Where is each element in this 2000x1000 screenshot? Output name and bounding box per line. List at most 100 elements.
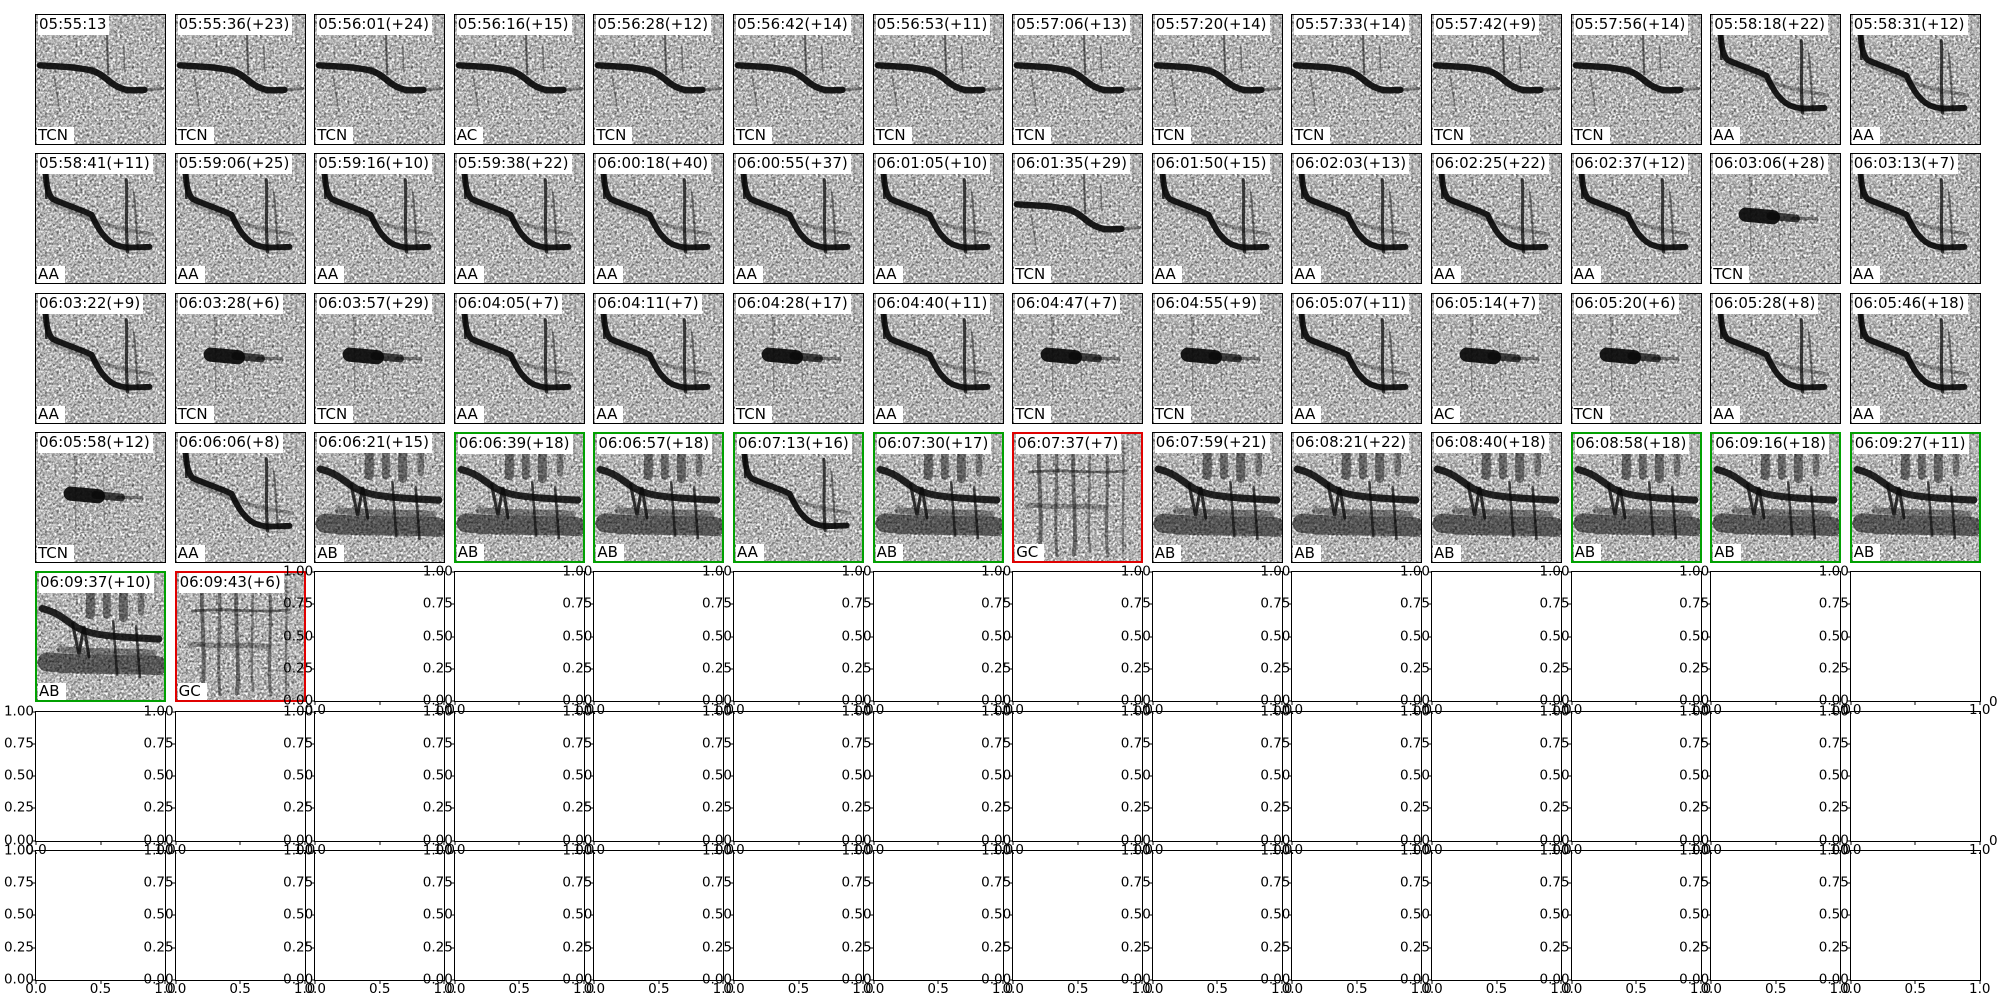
y-tick-mark xyxy=(1009,979,1014,981)
call-type-label: AA xyxy=(37,405,65,423)
x-tick-mark xyxy=(1002,701,1004,706)
x-tick-mark xyxy=(722,701,724,706)
y-tick-label: 0.50 xyxy=(143,767,174,784)
y-tick-label: 0.00 xyxy=(3,831,34,848)
x-tick-mark xyxy=(733,979,735,984)
spectrogram-cell: 05:59:06(+25) AA xyxy=(174,153,306,285)
x-tick-label: 0.5 xyxy=(1764,980,1787,997)
x-tick-label: 0.0 xyxy=(304,980,326,997)
spectrogram-cell: 06:04:40(+11) AA xyxy=(872,292,1004,424)
x-tick-label: 0.0 xyxy=(1142,841,1164,858)
y-tick-mark xyxy=(32,840,36,841)
cell-timestamp-title: 05:55:13 xyxy=(38,15,110,35)
spectrogram-image xyxy=(1432,293,1561,423)
x-tick-mark xyxy=(1850,979,1852,984)
clipped-tick-label: 0 xyxy=(1989,693,1998,710)
y-tick-label: 0.50 xyxy=(1679,767,1710,784)
call-type-label: AB xyxy=(316,544,344,562)
y-tick-mark xyxy=(311,711,316,712)
y-tick-mark xyxy=(869,668,874,670)
cell-timestamp-title: 05:56:16(+15) xyxy=(456,15,572,35)
y-tick-label: 1.00 xyxy=(1539,702,1570,719)
y-tick-label: 0.75 xyxy=(841,735,872,751)
y-tick-mark xyxy=(1428,947,1432,949)
spectrogram-image xyxy=(1850,15,1980,144)
cell-timestamp-title: 06:05:46(+18) xyxy=(1852,293,1968,314)
x-tick-mark xyxy=(1141,840,1143,845)
call-type-label: GC xyxy=(177,683,207,701)
y-tick-mark xyxy=(1288,807,1293,809)
spectrogram-cell: 06:09:37(+10) AB xyxy=(35,571,166,703)
call-type-label: AA xyxy=(1153,266,1182,284)
y-tick-mark xyxy=(450,840,455,841)
y-tick-label: 0.00 xyxy=(1818,831,1849,848)
y-tick-mark xyxy=(590,807,595,809)
y-tick-label: 0.25 xyxy=(1818,660,1849,677)
x-tick-mark xyxy=(314,701,316,706)
x-tick-label: 1.0 xyxy=(293,841,316,858)
y-tick-label: 0.75 xyxy=(981,595,1012,612)
x-tick-label: 0.0 xyxy=(304,702,326,719)
empty-axes: 1.00 0.75 0.50 0.25 0.00 0.0 0.5 1.0 xyxy=(423,844,595,996)
x-tick-label: 0.0 xyxy=(723,980,745,997)
y-tick-mark xyxy=(1846,840,1851,841)
empty-axes: 1.00 0.75 0.50 0.25 0.00 0.0 1.0 xyxy=(981,704,1153,856)
x-tick-mark xyxy=(862,979,864,984)
cell-timestamp-title: 06:09:37(+10) xyxy=(39,573,154,594)
cell-timestamp-title: 06:02:03(+13) xyxy=(1294,154,1410,175)
y-tick-mark xyxy=(1567,636,1572,638)
y-tick-label: 0.75 xyxy=(283,874,314,891)
y-tick-label: 0.75 xyxy=(1818,874,1849,891)
y-tick-mark xyxy=(1707,603,1712,605)
spectrogram-cell: 06:02:03(+13) AA xyxy=(1291,153,1423,285)
y-tick-label: 1.00 xyxy=(283,563,314,580)
x-tick-mark xyxy=(1839,979,1841,984)
x-tick-mark xyxy=(798,701,799,706)
y-tick-label: 0.75 xyxy=(1539,595,1570,612)
x-tick-label: 0.0 xyxy=(862,980,885,997)
call-type-label: AA xyxy=(1293,266,1322,284)
empty-axes: 1.00 0.75 0.50 0.25 0.00 0.0 1.0 xyxy=(842,565,1014,717)
y-tick-label: 1.00 xyxy=(283,702,314,719)
cell-timestamp-title: 06:05:58(+12) xyxy=(38,432,153,453)
spectrogram-image xyxy=(873,15,1003,144)
spectrogram-image xyxy=(1572,433,1700,561)
x-tick-label: 1.0 xyxy=(991,980,1014,997)
spectrogram-cell: 06:04:11(+7) AA xyxy=(593,292,725,424)
x-tick-mark xyxy=(798,840,799,845)
x-tick-mark xyxy=(1012,701,1014,706)
y-tick-mark xyxy=(32,807,36,809)
x-tick-mark xyxy=(733,701,735,706)
y-tick-label: 1.00 xyxy=(283,842,314,859)
y-tick-label: 1.00 xyxy=(981,702,1012,719)
x-tick-mark xyxy=(1775,840,1777,845)
y-tick-mark xyxy=(730,603,734,605)
x-tick-mark xyxy=(35,840,37,845)
x-tick-mark xyxy=(518,979,520,984)
call-type-label: AA xyxy=(1851,405,1880,423)
cell-timestamp-title: 06:01:35(+29) xyxy=(1015,154,1130,175)
x-tick-mark xyxy=(1700,979,1702,984)
x-tick-mark xyxy=(1571,979,1573,984)
y-tick-mark xyxy=(869,807,874,809)
call-type-label: AA xyxy=(1712,127,1741,144)
spectrogram-image xyxy=(594,293,724,423)
y-tick-mark xyxy=(1428,700,1432,702)
y-tick-mark xyxy=(311,603,316,605)
spectrogram-cell: 05:57:20(+14) TCN xyxy=(1151,14,1283,145)
y-tick-mark xyxy=(1148,711,1153,712)
y-tick-label: 0.25 xyxy=(422,660,453,677)
y-tick-mark xyxy=(1148,882,1153,884)
call-type-label: AB xyxy=(1852,543,1881,561)
x-tick-mark xyxy=(1420,979,1422,984)
call-type-label: TCN xyxy=(1153,405,1191,423)
y-tick-mark xyxy=(171,947,176,949)
x-tick-mark xyxy=(100,979,101,984)
y-tick-label: 0.25 xyxy=(1120,799,1151,816)
x-tick-label: 0.0 xyxy=(25,980,47,997)
x-tick-mark xyxy=(1216,701,1218,706)
y-tick-label: 0.00 xyxy=(1260,971,1291,988)
spectrogram-image xyxy=(594,15,724,144)
y-tick-label: 0.25 xyxy=(1260,660,1291,677)
